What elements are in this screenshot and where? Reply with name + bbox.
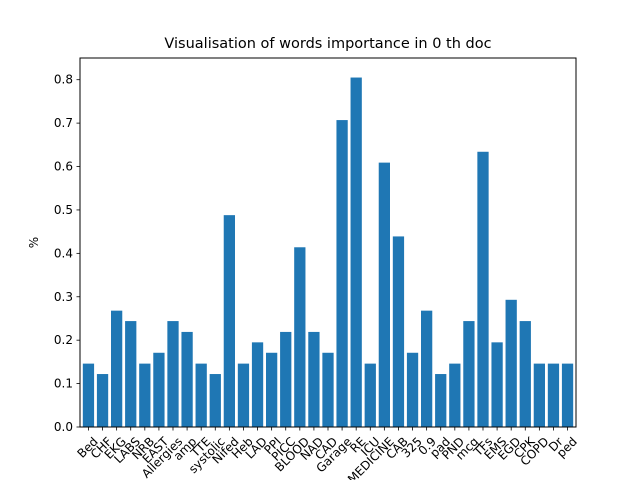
- bar-30: [505, 299, 517, 427]
- bar-26: [449, 363, 461, 427]
- bar-5: [153, 352, 165, 427]
- y-tick-label-4: 0.4: [54, 246, 73, 260]
- y-axis-label: %: [27, 237, 41, 248]
- bar-10: [223, 215, 235, 427]
- bar-8: [195, 363, 207, 427]
- bar-14: [280, 331, 292, 427]
- bar-13: [266, 352, 278, 427]
- bar-11: [237, 363, 250, 427]
- y-tick-label-6: 0.6: [54, 160, 73, 174]
- bar-34: [561, 363, 574, 427]
- bar-31: [519, 321, 531, 427]
- bar-19: [350, 77, 362, 428]
- bar-7: [181, 331, 193, 427]
- bar-29: [491, 342, 503, 427]
- bar-2: [111, 310, 123, 427]
- bar-21: [378, 162, 390, 427]
- y-tick-label-8: 0.8: [54, 73, 73, 87]
- bar-6: [167, 321, 179, 427]
- bar-18: [336, 120, 348, 427]
- plot-frame: [79, 57, 577, 428]
- bar-32: [533, 363, 545, 427]
- bar-20: [364, 363, 376, 427]
- y-tick-label-5: 0.5: [54, 203, 73, 217]
- y-tick-label-3: 0.3: [54, 290, 73, 304]
- y-tick-label-2: 0.2: [54, 333, 73, 347]
- bar-22: [392, 236, 405, 427]
- bar-15: [294, 247, 306, 427]
- bar-17: [322, 352, 334, 427]
- y-tick-label-1: 0.1: [54, 377, 73, 391]
- y-tick-label-0: 0.0: [54, 420, 73, 434]
- chart-title: Visualisation of words importance in 0 t…: [164, 36, 491, 52]
- bar-25: [435, 374, 447, 427]
- y-tick-label-7: 0.7: [54, 116, 73, 130]
- bar-0: [82, 363, 95, 427]
- bar-1: [96, 374, 109, 427]
- bar-9: [209, 374, 221, 427]
- bar-12: [251, 342, 264, 427]
- bar-16: [308, 331, 320, 427]
- bar-33: [547, 363, 560, 427]
- bar-28: [477, 151, 489, 427]
- bars-group: [82, 77, 574, 428]
- y-axis: 0.0 0.1 0.2 0.3 0.4 0.5 0.6 0.7 0.8: [54, 73, 80, 434]
- bar-3: [125, 321, 137, 427]
- bar-27: [463, 321, 475, 427]
- x-axis: BedCHFEKGLABSNRBEASTAllergiesampTTEsysto…: [74, 427, 580, 480]
- bar-4: [139, 363, 151, 427]
- bar-23: [406, 352, 419, 427]
- bar-24: [421, 310, 433, 427]
